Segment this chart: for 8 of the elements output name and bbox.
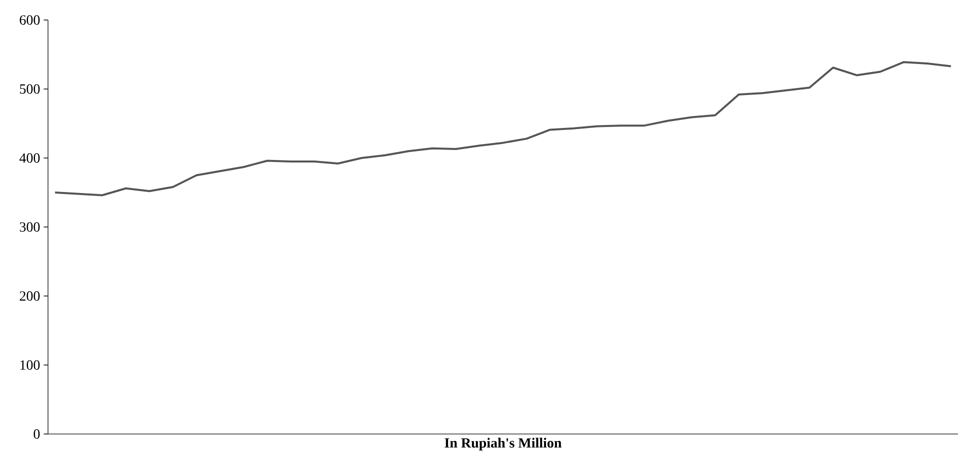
y-tick-label: 0 xyxy=(34,429,40,439)
y-tick-label: 600 xyxy=(20,15,40,25)
y-tick-label: 400 xyxy=(19,153,40,163)
y-tick-label: 100 xyxy=(20,360,40,370)
y-tick-label: 500 xyxy=(20,84,40,94)
x-axis-title: In Rupiah's Million xyxy=(444,438,562,450)
y-tick-label: 300 xyxy=(20,222,40,232)
y-tick-label: 200 xyxy=(20,291,40,301)
